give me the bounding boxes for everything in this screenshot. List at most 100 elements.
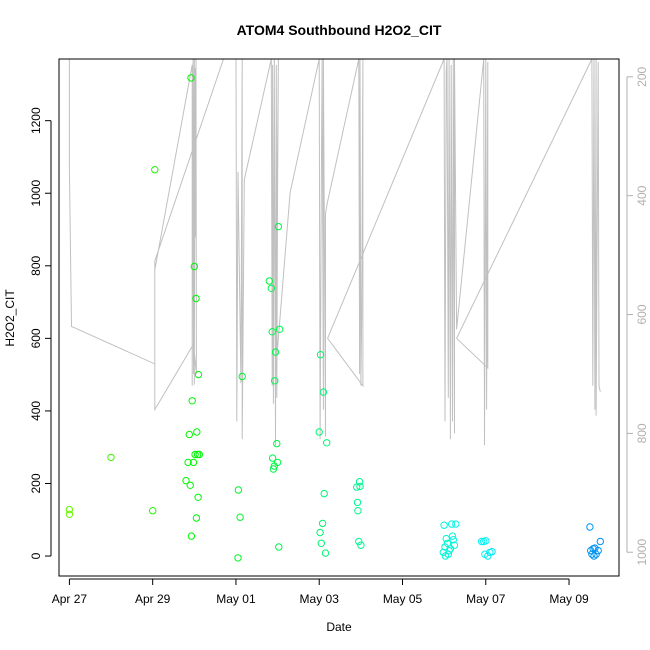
y-tick-label: 600 xyxy=(29,328,43,348)
data-point xyxy=(234,554,242,562)
data-point xyxy=(271,377,279,385)
data-point xyxy=(187,74,195,82)
y-tick-label: 400 xyxy=(29,401,43,421)
data-point xyxy=(315,428,323,436)
y-axis-label: H2O2_CIT xyxy=(3,289,17,347)
data-point xyxy=(450,541,459,549)
scatter-points-layer xyxy=(65,74,604,562)
data-point xyxy=(440,521,448,529)
data-point xyxy=(268,454,277,462)
data-point xyxy=(182,476,190,485)
y-tick-label: 200 xyxy=(29,473,43,493)
data-point xyxy=(320,489,328,498)
data-point xyxy=(442,534,450,543)
data-point xyxy=(65,505,74,514)
plot-frame xyxy=(58,58,620,577)
data-point xyxy=(267,284,275,292)
data-point xyxy=(586,523,594,531)
data-point xyxy=(194,370,203,379)
data-point xyxy=(238,372,246,381)
data-point xyxy=(268,328,276,336)
data-point xyxy=(151,166,159,174)
data-point xyxy=(317,539,325,547)
x-tick-label: May 05 xyxy=(383,592,423,606)
data-point xyxy=(316,528,324,537)
data-point xyxy=(236,513,244,521)
y-tick-label: 1200 xyxy=(29,107,43,134)
data-point xyxy=(274,222,283,231)
x-tick-label: May 01 xyxy=(216,592,256,606)
data-point xyxy=(449,536,457,544)
x-tick-label: May 09 xyxy=(549,592,589,606)
data-point xyxy=(452,520,460,528)
data-point xyxy=(355,537,363,546)
data-point xyxy=(488,548,496,556)
data-point xyxy=(354,507,362,515)
data-point xyxy=(271,348,280,356)
data-point xyxy=(446,545,455,553)
data-point xyxy=(319,388,328,396)
data-point xyxy=(149,507,157,515)
data-point xyxy=(447,520,456,528)
y-tick-label: 800 xyxy=(29,255,43,275)
data-point xyxy=(321,549,330,557)
data-point xyxy=(356,482,364,491)
y-tick-label: 1000 xyxy=(29,180,43,207)
x-axis: Apr 27 Apr 29 May 01 May 03 May 05 May 07 May … xyxy=(52,578,589,606)
data-point xyxy=(273,458,282,467)
x-axis-label: Date xyxy=(326,620,352,634)
data-point xyxy=(276,325,284,333)
data-point xyxy=(192,294,200,303)
data-point xyxy=(192,514,201,522)
data-point xyxy=(187,532,196,540)
data-point xyxy=(234,486,243,494)
data-point xyxy=(588,550,596,558)
right-y-tick-label: 800 xyxy=(635,423,649,443)
gray-series-line xyxy=(68,58,601,446)
data-point xyxy=(107,453,115,462)
data-point xyxy=(484,552,492,560)
data-point xyxy=(482,537,490,545)
data-point xyxy=(275,543,283,551)
data-point xyxy=(265,277,273,285)
data-point xyxy=(596,537,604,546)
data-point xyxy=(445,546,453,555)
right-y-tick-label: 600 xyxy=(635,304,649,324)
x-tick-label: May 03 xyxy=(300,592,340,606)
data-point xyxy=(193,428,201,436)
right-y-tick-label: 1000 xyxy=(635,539,649,566)
right-y-tick-label: 400 xyxy=(635,185,649,205)
data-point xyxy=(316,351,325,359)
data-point xyxy=(195,450,204,459)
data-point xyxy=(443,539,452,547)
data-point xyxy=(441,543,449,551)
data-point xyxy=(590,552,598,560)
data-point xyxy=(353,498,362,507)
x-tick-label: Apr 29 xyxy=(135,592,171,606)
data-point xyxy=(186,481,194,489)
y-tick-label: 0 xyxy=(29,552,43,559)
right-y-tick-label: 200 xyxy=(635,66,649,86)
data-point xyxy=(448,532,457,540)
data-point xyxy=(65,510,74,518)
data-point xyxy=(188,397,196,405)
data-point xyxy=(185,430,194,439)
data-point xyxy=(273,439,281,448)
line-series-layer xyxy=(68,58,601,446)
x-tick-label: May 07 xyxy=(466,592,506,606)
right-y-axis: 200 400 600 800 1000 xyxy=(626,66,649,566)
data-point xyxy=(190,262,199,271)
chart-title: ATOM4 Southbound H2O2_CIT xyxy=(237,22,442,38)
data-point xyxy=(594,546,602,555)
data-point xyxy=(184,458,192,467)
data-point xyxy=(323,439,331,447)
data-point xyxy=(318,519,327,528)
data-point xyxy=(592,550,600,558)
y-axis: 0 200 400 600 800 1000 1200 xyxy=(29,107,52,559)
data-point xyxy=(189,458,198,467)
data-point xyxy=(355,478,364,486)
data-point xyxy=(191,450,199,459)
data-point xyxy=(357,541,365,549)
x-tick-label: Apr 27 xyxy=(52,592,88,606)
